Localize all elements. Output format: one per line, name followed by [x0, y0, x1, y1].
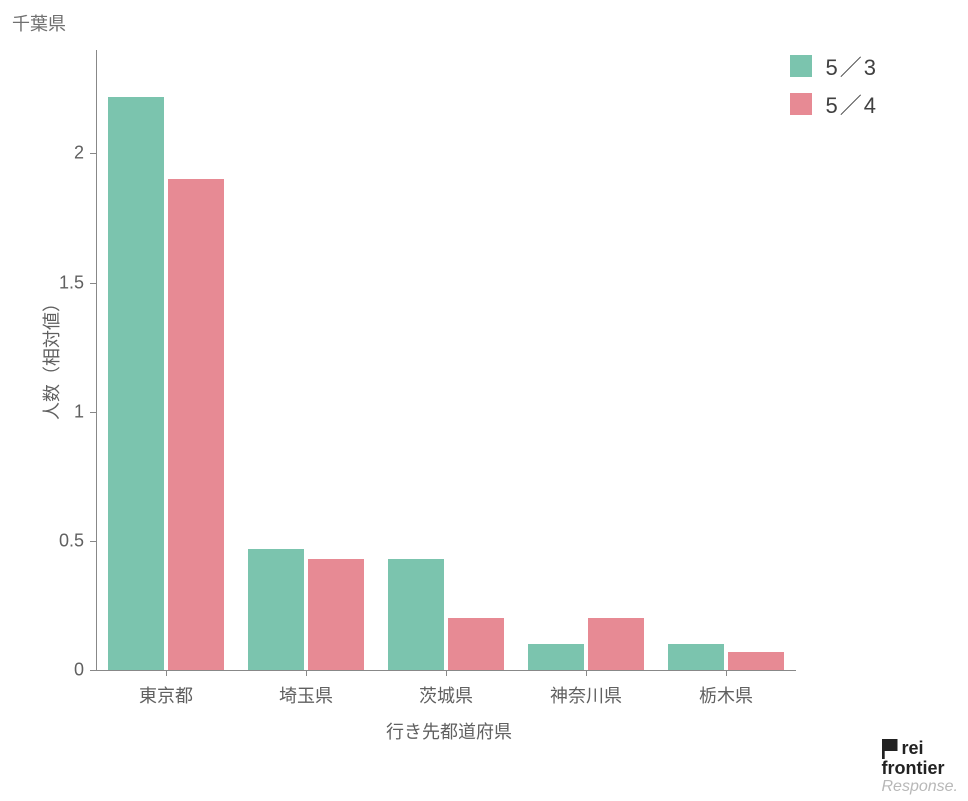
y-axis-line — [96, 50, 97, 670]
bar — [528, 644, 584, 670]
watermark: rei frontier Response. — [882, 739, 959, 795]
bar — [728, 652, 784, 670]
chart-title: 千葉県 — [12, 10, 66, 36]
watermark-line1: rei — [902, 738, 924, 758]
plot-area — [96, 50, 796, 670]
chart-container: 千葉県 5／3 5／4 人数（相対値） 行き先都道府県 rei frontier… — [0, 0, 968, 801]
x-tick-label: 神奈川県 — [550, 682, 622, 708]
y-tick-label: 1 — [74, 401, 84, 422]
legend-label: 5／4 — [826, 88, 878, 120]
x-tick-label: 東京都 — [139, 682, 193, 708]
legend-item: 5／3 — [790, 50, 878, 82]
y-tick-label: 0 — [74, 660, 84, 681]
bar — [108, 97, 164, 671]
bar — [588, 618, 644, 670]
x-axis-label: 行き先都道府県 — [386, 718, 512, 744]
y-tick — [90, 670, 96, 671]
bar — [448, 618, 504, 670]
x-tick — [166, 670, 167, 676]
x-tick-label: 栃木県 — [699, 682, 753, 708]
x-tick — [726, 670, 727, 676]
watermark-line3: Response. — [882, 779, 959, 795]
bar — [668, 644, 724, 670]
y-tick-label: 1.5 — [59, 272, 84, 293]
x-tick — [586, 670, 587, 676]
bar — [168, 179, 224, 670]
y-axis-label: 人数（相対値） — [38, 294, 64, 420]
legend-label: 5／3 — [826, 50, 878, 82]
bar — [308, 559, 364, 670]
flag-icon — [882, 739, 898, 759]
bar — [388, 559, 444, 670]
bar — [248, 549, 304, 670]
y-tick-label: 2 — [74, 143, 84, 164]
watermark-line2: frontier — [882, 759, 959, 777]
x-tick — [446, 670, 447, 676]
legend: 5／3 5／4 — [790, 50, 878, 126]
x-tick-label: 茨城県 — [419, 682, 473, 708]
legend-item: 5／4 — [790, 88, 878, 120]
x-tick-label: 埼玉県 — [279, 682, 333, 708]
x-tick — [306, 670, 307, 676]
y-tick-label: 0.5 — [59, 530, 84, 551]
